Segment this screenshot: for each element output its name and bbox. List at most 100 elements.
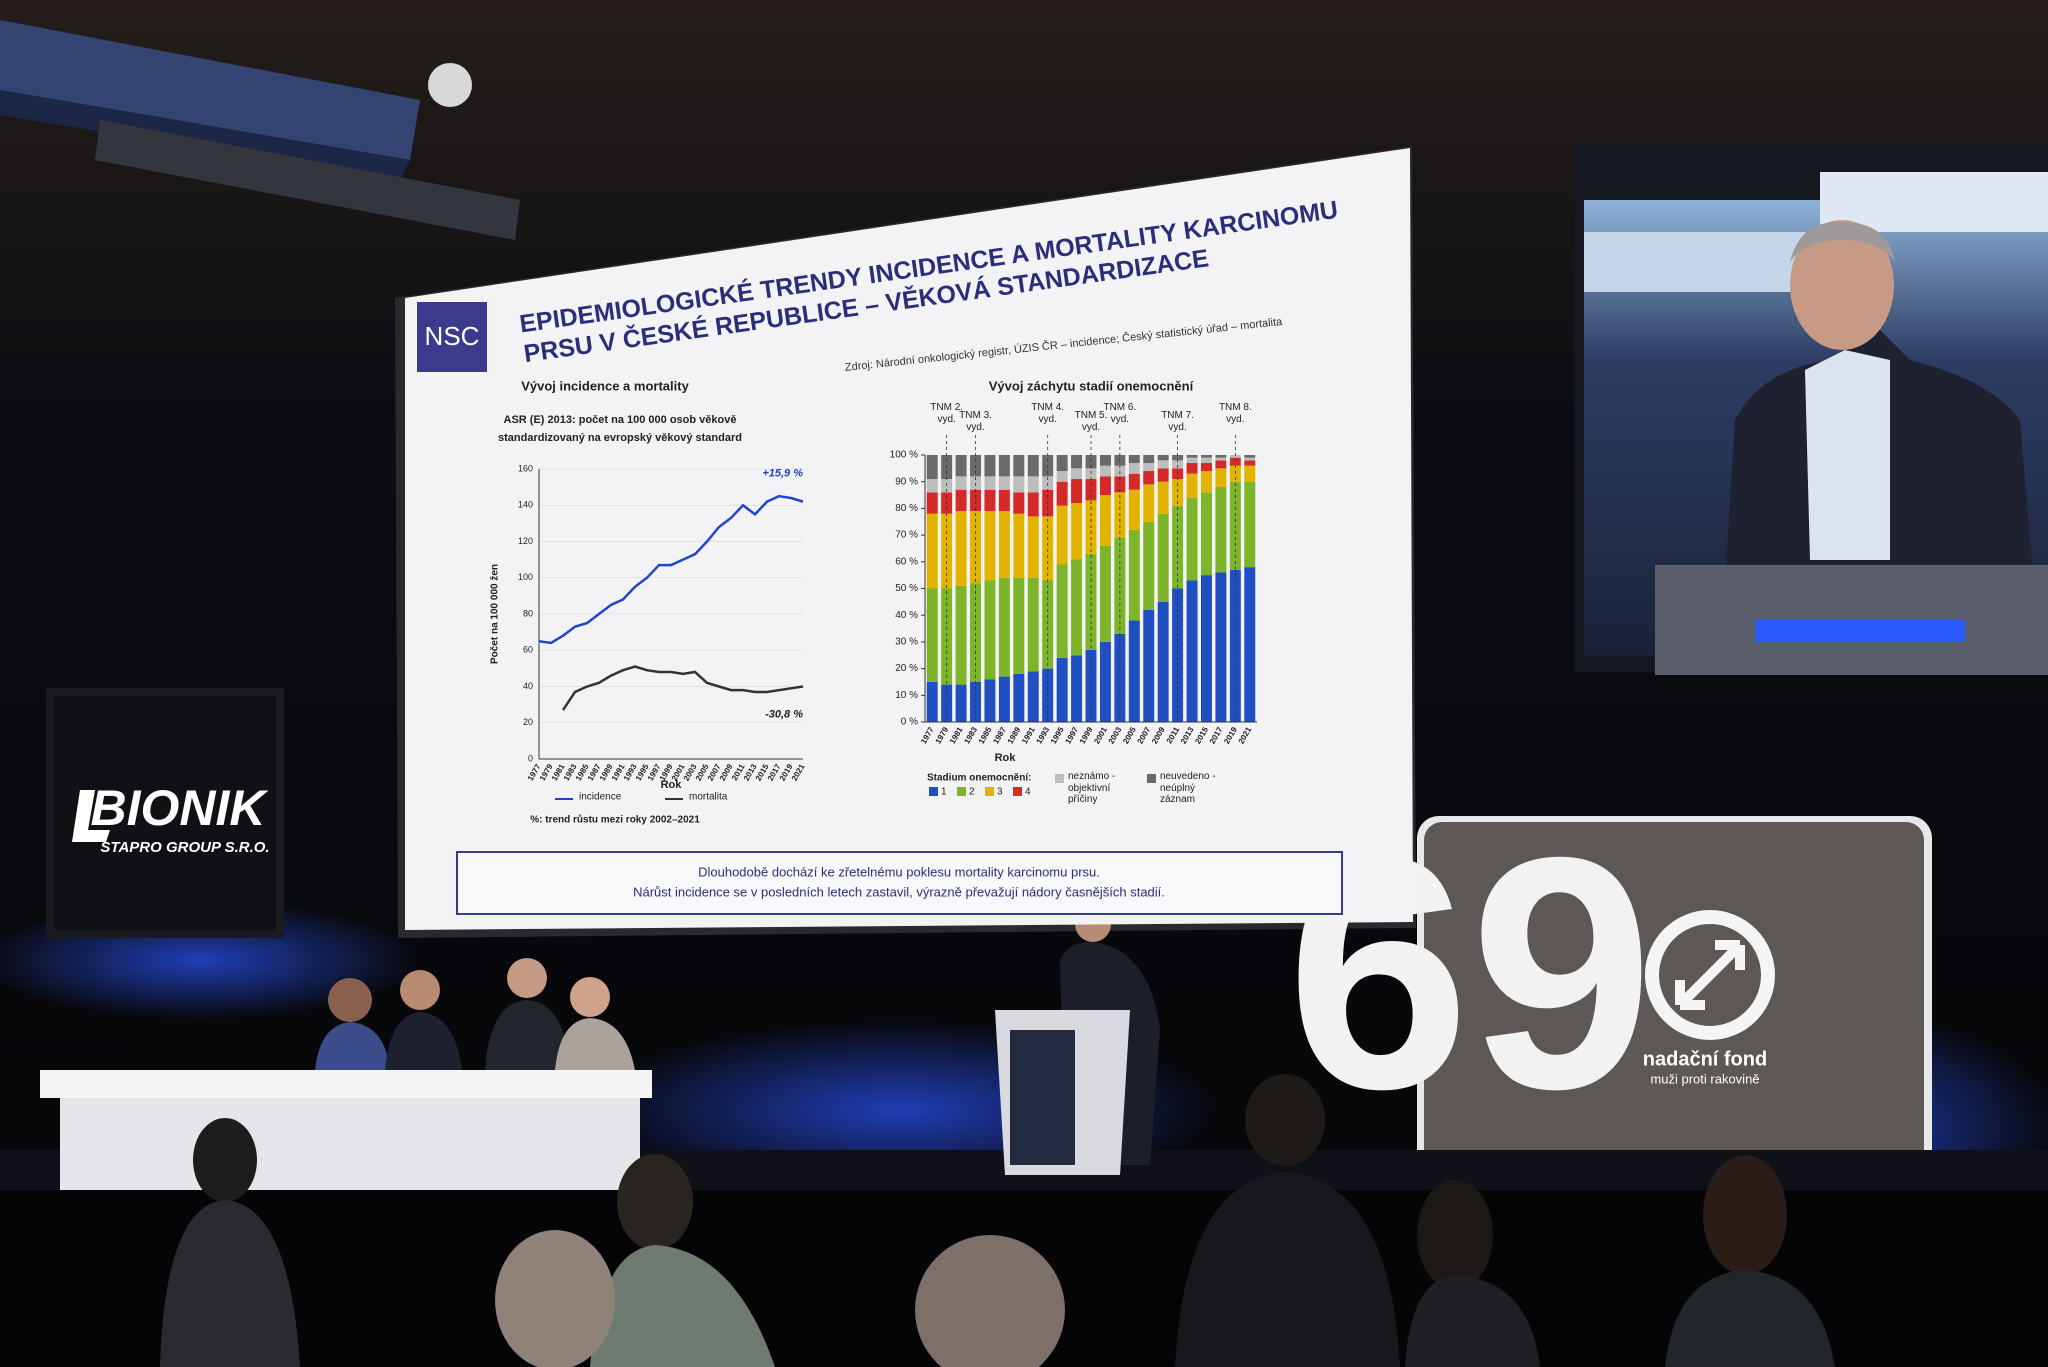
tnm-label: TNM 6. vyd. [1103, 402, 1137, 425]
legend-label: mortalita [689, 792, 728, 803]
bionik-logo-mark [72, 790, 110, 842]
bar-segment [1013, 513, 1025, 578]
bar-segment [1128, 529, 1140, 621]
bar-segment [1200, 463, 1212, 472]
bar-segment [1186, 473, 1198, 498]
y-tick-label: 30 % [895, 637, 918, 648]
bar-segment [1027, 455, 1039, 477]
bionik-subtitle: STAPRO GROUP S.R.O. [100, 839, 269, 856]
bar-segment [1128, 489, 1140, 530]
bar-segment [1099, 465, 1111, 477]
y-axis-label: Počet na 100 000 žen [490, 564, 501, 664]
bar-segment [1143, 455, 1155, 464]
video-window [1820, 172, 2048, 232]
bar-segment [1013, 476, 1025, 493]
y-tick-label: 60 [523, 645, 533, 655]
annotation: +15,9 % [762, 468, 803, 480]
bar-segment [1244, 465, 1256, 482]
tnm-label: TNM 3. vyd. [959, 410, 992, 433]
legend-title: Stadium onemocnění: [927, 773, 1031, 784]
bar-segment [1099, 641, 1111, 722]
bar-segment [1215, 468, 1227, 488]
y-tick-label: 60 % [895, 556, 918, 567]
legend-label: incidence [579, 792, 622, 803]
panelist [507, 958, 547, 998]
legend-swatch [929, 787, 938, 796]
bar-segment [926, 681, 938, 722]
bar-segment [1099, 545, 1111, 642]
summary-box [456, 851, 1343, 915]
bar-segment [955, 489, 967, 512]
bar-segment [970, 583, 982, 682]
bar-segment [998, 476, 1010, 490]
slide-logo-box [417, 302, 487, 372]
bar-segment [1027, 671, 1039, 722]
bar-segment [984, 489, 996, 512]
bar-segment [1128, 455, 1140, 464]
bar-segment [1143, 609, 1155, 722]
bar-segment [1027, 476, 1039, 493]
bar-segment [1200, 457, 1212, 464]
bar-segment [1099, 455, 1111, 466]
bar-segment [1215, 455, 1227, 458]
audience-head [193, 1118, 257, 1202]
y-tick-label: 90 % [895, 476, 918, 487]
bar-segment [1013, 577, 1025, 674]
bar-segment [1143, 484, 1155, 522]
panelist [385, 1012, 462, 1070]
bar-segment [984, 580, 996, 680]
bar-segment [955, 455, 967, 477]
y-tick-label: 0 % [901, 717, 918, 728]
bar-segment [1143, 463, 1155, 472]
bar-segment [1013, 673, 1025, 722]
summary-line: Nárůst incidence se v posledních letech … [633, 884, 1165, 899]
bar-segment [1056, 505, 1068, 565]
bar-segment [1200, 575, 1212, 722]
tnm-label-box: TNM 6. vyd. [1103, 402, 1137, 425]
bar-segment [1215, 457, 1227, 461]
tnm-label-box: TNM 2. vyd. [930, 402, 963, 425]
panelist [328, 978, 372, 1022]
bar-segment [998, 577, 1010, 677]
bar-segment [1172, 505, 1184, 589]
lectern-screen [1010, 1030, 1075, 1165]
summary-line: Dlouhodobě dochází ke zřetelnému poklesu… [698, 864, 1100, 879]
bar-segment [1071, 503, 1083, 560]
video-window [1584, 232, 1814, 292]
bar-segment [1085, 649, 1097, 722]
y-tick-label: 120 [518, 536, 533, 546]
audience-head [495, 1230, 615, 1367]
bar-segment [1157, 455, 1169, 461]
tnm-label-box: TNM 8. vyd. [1219, 402, 1252, 425]
bar-segment [1200, 471, 1212, 493]
bionik-title: BIONIK [91, 780, 270, 836]
sign-name: nadační fond [1643, 1048, 1767, 1070]
bar-segment [1056, 564, 1068, 658]
bar-segment [1186, 455, 1198, 458]
bar-segment [984, 511, 996, 581]
bar-segment [955, 585, 967, 685]
sign [1424, 822, 1924, 1168]
sign-logo-arrows [1675, 940, 1745, 1010]
chart-subtitle: ASR (E) 2013: počet na 100 000 osob věko… [504, 414, 737, 426]
bar-segment [1143, 521, 1155, 610]
bar-segment [1056, 471, 1068, 482]
bar-segment [984, 455, 996, 477]
tnm-label: TNM 4. vyd. [1031, 402, 1065, 425]
legend-label: neuvedeno - neúplný záznam [1160, 771, 1216, 805]
audience-body [1175, 1172, 1400, 1367]
bar-segment [1027, 516, 1039, 578]
bar-segment [970, 511, 982, 584]
table-skirt [60, 1098, 640, 1190]
bar-segment [1099, 476, 1111, 496]
bar-segment [1157, 468, 1169, 482]
legend-label: 4 [1025, 787, 1031, 798]
bionik-screen [54, 696, 276, 930]
bar-segment [1172, 588, 1184, 722]
bar-segment [941, 588, 953, 685]
bar-segment [1186, 580, 1198, 722]
bar-segment [926, 588, 938, 682]
tnm-label-box: TNM 4. vyd. [1031, 402, 1065, 425]
y-tick-label: 80 [523, 608, 533, 618]
